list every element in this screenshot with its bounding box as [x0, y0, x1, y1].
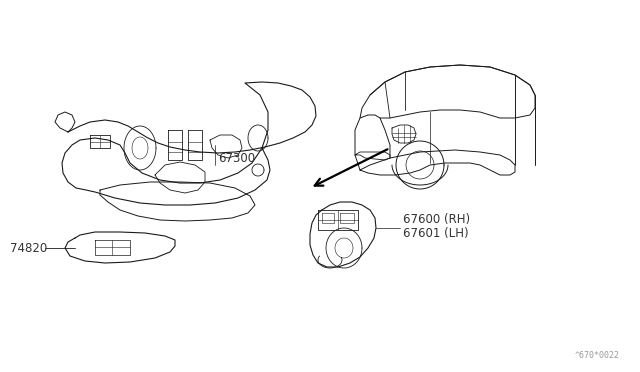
- Text: ^670*0022: ^670*0022: [575, 351, 620, 360]
- Text: 67601 (LH): 67601 (LH): [403, 228, 468, 241]
- Text: 67600 (RH): 67600 (RH): [403, 214, 470, 227]
- Text: 74820: 74820: [10, 241, 47, 254]
- Text: 67300: 67300: [218, 152, 255, 165]
